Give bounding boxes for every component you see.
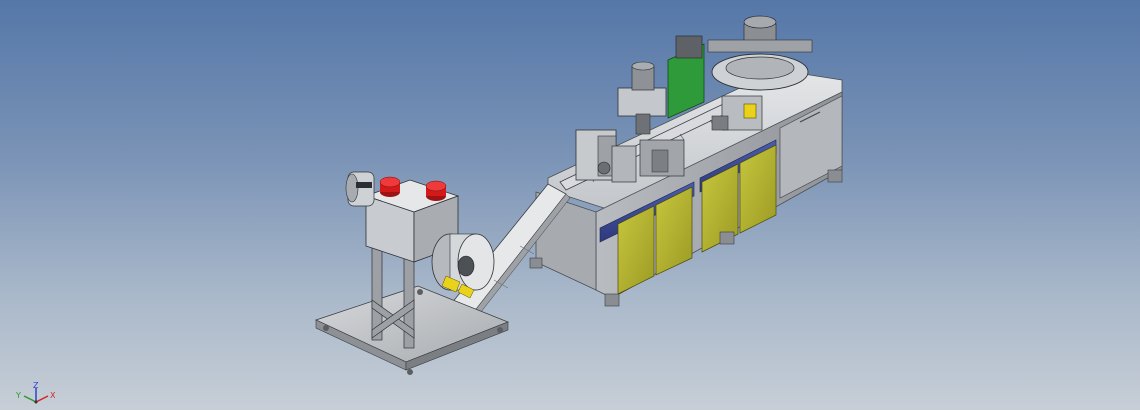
main-machine-table (529, 69, 843, 307)
z-axis-label: Z (33, 382, 39, 390)
yellow-door-panel (701, 163, 739, 253)
reel-drum (431, 233, 495, 299)
top-mechanisms (559, 15, 813, 191)
punch-station (575, 129, 685, 183)
yellow-door-panel (739, 144, 777, 234)
yellow-door-panel (655, 186, 693, 276)
y-axis-label: Y (15, 391, 21, 400)
side-cylinder (345, 171, 375, 207)
table-feet (529, 169, 843, 307)
red-knob (379, 176, 401, 197)
grey-cabinet-panel (779, 95, 843, 199)
red-knob (425, 180, 447, 201)
x-axis-label: X (50, 391, 56, 400)
y-axis-line (23, 395, 37, 403)
motor-tower (617, 61, 667, 135)
x-axis-line (35, 395, 49, 403)
rotary-unit (675, 15, 813, 131)
orientation-triad: Z X Y (14, 381, 62, 408)
yellow-door-panel (617, 205, 655, 295)
uncoiler-station (314, 171, 510, 375)
